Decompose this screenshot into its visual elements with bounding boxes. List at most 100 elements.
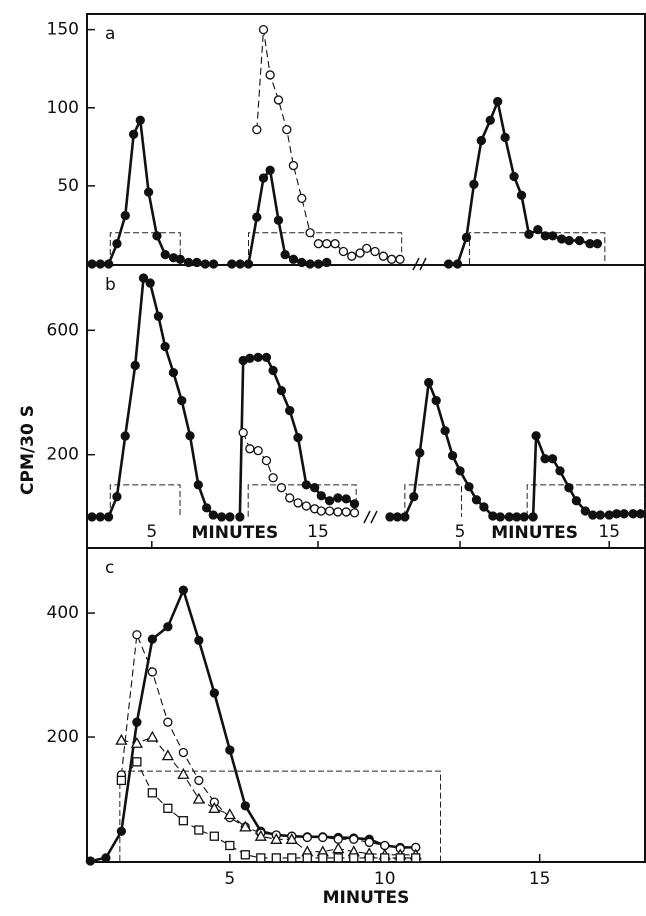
- marker: [471, 495, 482, 505]
- marker: [500, 132, 510, 143]
- marker: [531, 431, 541, 441]
- marker: [287, 853, 297, 863]
- marker: [128, 129, 139, 139]
- marker: [258, 173, 269, 183]
- pulse-box: [119, 770, 442, 861]
- x-tick-label: 15: [307, 522, 329, 542]
- marker: [240, 801, 250, 811]
- marker: [115, 733, 128, 745]
- marker: [305, 259, 315, 269]
- marker: [301, 501, 311, 511]
- marker: [175, 254, 185, 264]
- marker: [270, 832, 283, 844]
- marker: [163, 803, 173, 813]
- marker: [208, 510, 218, 520]
- marker: [130, 736, 143, 748]
- marker: [276, 483, 287, 493]
- marker: [528, 512, 538, 522]
- marker: [95, 512, 105, 522]
- marker: [580, 506, 590, 516]
- marker: [547, 454, 558, 464]
- marker: [504, 512, 514, 522]
- marker: [485, 115, 495, 125]
- marker: [364, 837, 374, 848]
- marker: [540, 454, 550, 464]
- x-axis-label: MINUTES: [491, 523, 578, 543]
- marker: [254, 829, 267, 841]
- marker: [313, 239, 324, 249]
- panel-label: a: [105, 24, 115, 44]
- marker: [276, 385, 287, 396]
- marker: [209, 831, 219, 841]
- marker: [628, 509, 638, 519]
- y-tick-label: 200: [47, 445, 79, 465]
- marker: [604, 510, 614, 520]
- x-axis-label: MINUTES: [323, 888, 410, 908]
- marker: [447, 450, 458, 461]
- marker: [512, 512, 522, 522]
- marker: [341, 507, 351, 517]
- marker: [533, 224, 543, 235]
- marker: [265, 165, 275, 175]
- marker: [380, 840, 390, 851]
- x-tick-label: 10: [374, 869, 396, 889]
- marker: [192, 257, 202, 268]
- marker: [316, 506, 326, 516]
- marker: [130, 360, 140, 371]
- marker: [395, 853, 405, 863]
- marker: [318, 853, 328, 863]
- x-tick-label: 5: [224, 869, 235, 889]
- marker: [225, 840, 235, 851]
- marker: [524, 229, 534, 239]
- marker: [223, 808, 236, 820]
- marker: [349, 853, 359, 863]
- marker: [261, 455, 272, 466]
- marker: [409, 492, 419, 502]
- marker: [282, 124, 292, 135]
- marker: [564, 235, 574, 246]
- marker: [516, 190, 527, 200]
- marker: [200, 259, 210, 269]
- marker: [302, 853, 312, 863]
- marker: [201, 503, 212, 513]
- marker: [265, 70, 275, 80]
- marker: [95, 259, 105, 269]
- marker: [309, 483, 320, 493]
- y-tick-label: 50: [57, 176, 79, 196]
- y-tick-label: 100: [47, 98, 79, 118]
- marker: [302, 832, 312, 843]
- marker: [341, 494, 351, 504]
- x-axis-label: MINUTES: [192, 523, 279, 543]
- frame: [86, 13, 646, 863]
- marker: [313, 259, 324, 269]
- x-tick-label: 15: [598, 522, 620, 542]
- series-line: [90, 586, 416, 863]
- marker: [347, 251, 357, 261]
- marker: [288, 254, 299, 264]
- marker: [333, 853, 343, 863]
- marker: [208, 801, 221, 813]
- marker: [112, 239, 122, 249]
- marker: [147, 634, 158, 644]
- x-tick-label: 5: [146, 522, 157, 542]
- marker: [464, 482, 474, 492]
- marker: [208, 259, 219, 269]
- marker: [415, 448, 425, 458]
- y-tick-label: 600: [47, 320, 79, 340]
- marker: [178, 747, 189, 758]
- marker: [168, 367, 179, 378]
- marker: [138, 273, 149, 283]
- marker: [349, 834, 359, 844]
- marker: [194, 635, 204, 646]
- marker: [592, 239, 603, 249]
- marker: [103, 512, 114, 522]
- series-line: [120, 634, 416, 850]
- marker: [574, 235, 585, 246]
- marker: [424, 377, 434, 388]
- marker: [209, 688, 219, 698]
- marker: [135, 115, 145, 125]
- marker: [132, 717, 142, 727]
- marker: [324, 496, 335, 506]
- marker: [192, 792, 205, 804]
- marker: [385, 512, 395, 522]
